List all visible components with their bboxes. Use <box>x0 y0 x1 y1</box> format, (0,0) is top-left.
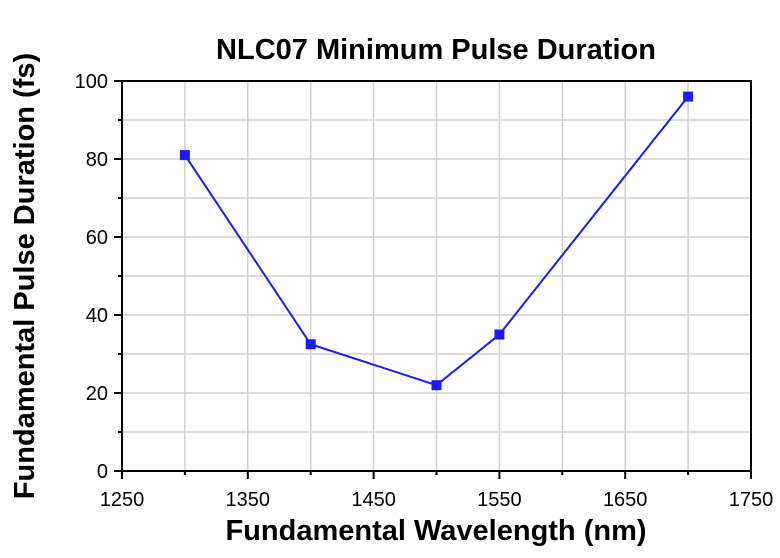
data-point-marker <box>683 91 694 102</box>
chart-title: NLC07 Minimum Pulse Duration <box>216 34 656 66</box>
x-tick-label: 1250 <box>100 489 145 511</box>
axes: 1250 1350 1450 1550 1650 1750 0 20 40 60 80 100 <box>75 71 774 511</box>
x-tick-label: 1450 <box>351 489 396 511</box>
y-tick-label: 80 <box>86 149 108 171</box>
y-axis-label: Fundamental Pulse Duration (fs) <box>9 53 41 499</box>
data-point-marker <box>179 150 190 161</box>
y-tick-label: 60 <box>86 227 108 249</box>
x-tick-label: 1650 <box>603 489 648 511</box>
y-tick-label: 20 <box>86 383 108 405</box>
y-tick-label: 100 <box>75 71 108 93</box>
data-point-marker <box>431 380 442 391</box>
data-point-marker <box>494 329 505 340</box>
y-tick-label: 40 <box>86 305 108 327</box>
x-tick-label: 1750 <box>729 489 774 511</box>
x-tick-label: 1550 <box>477 489 522 511</box>
x-tick-label: 1350 <box>226 489 271 511</box>
data-point-marker <box>305 339 316 350</box>
x-axis-label: Fundamental Wavelength (nm) <box>225 515 646 547</box>
series-layer <box>179 91 694 391</box>
y-tick-label: 0 <box>97 461 108 483</box>
grid <box>122 81 751 471</box>
